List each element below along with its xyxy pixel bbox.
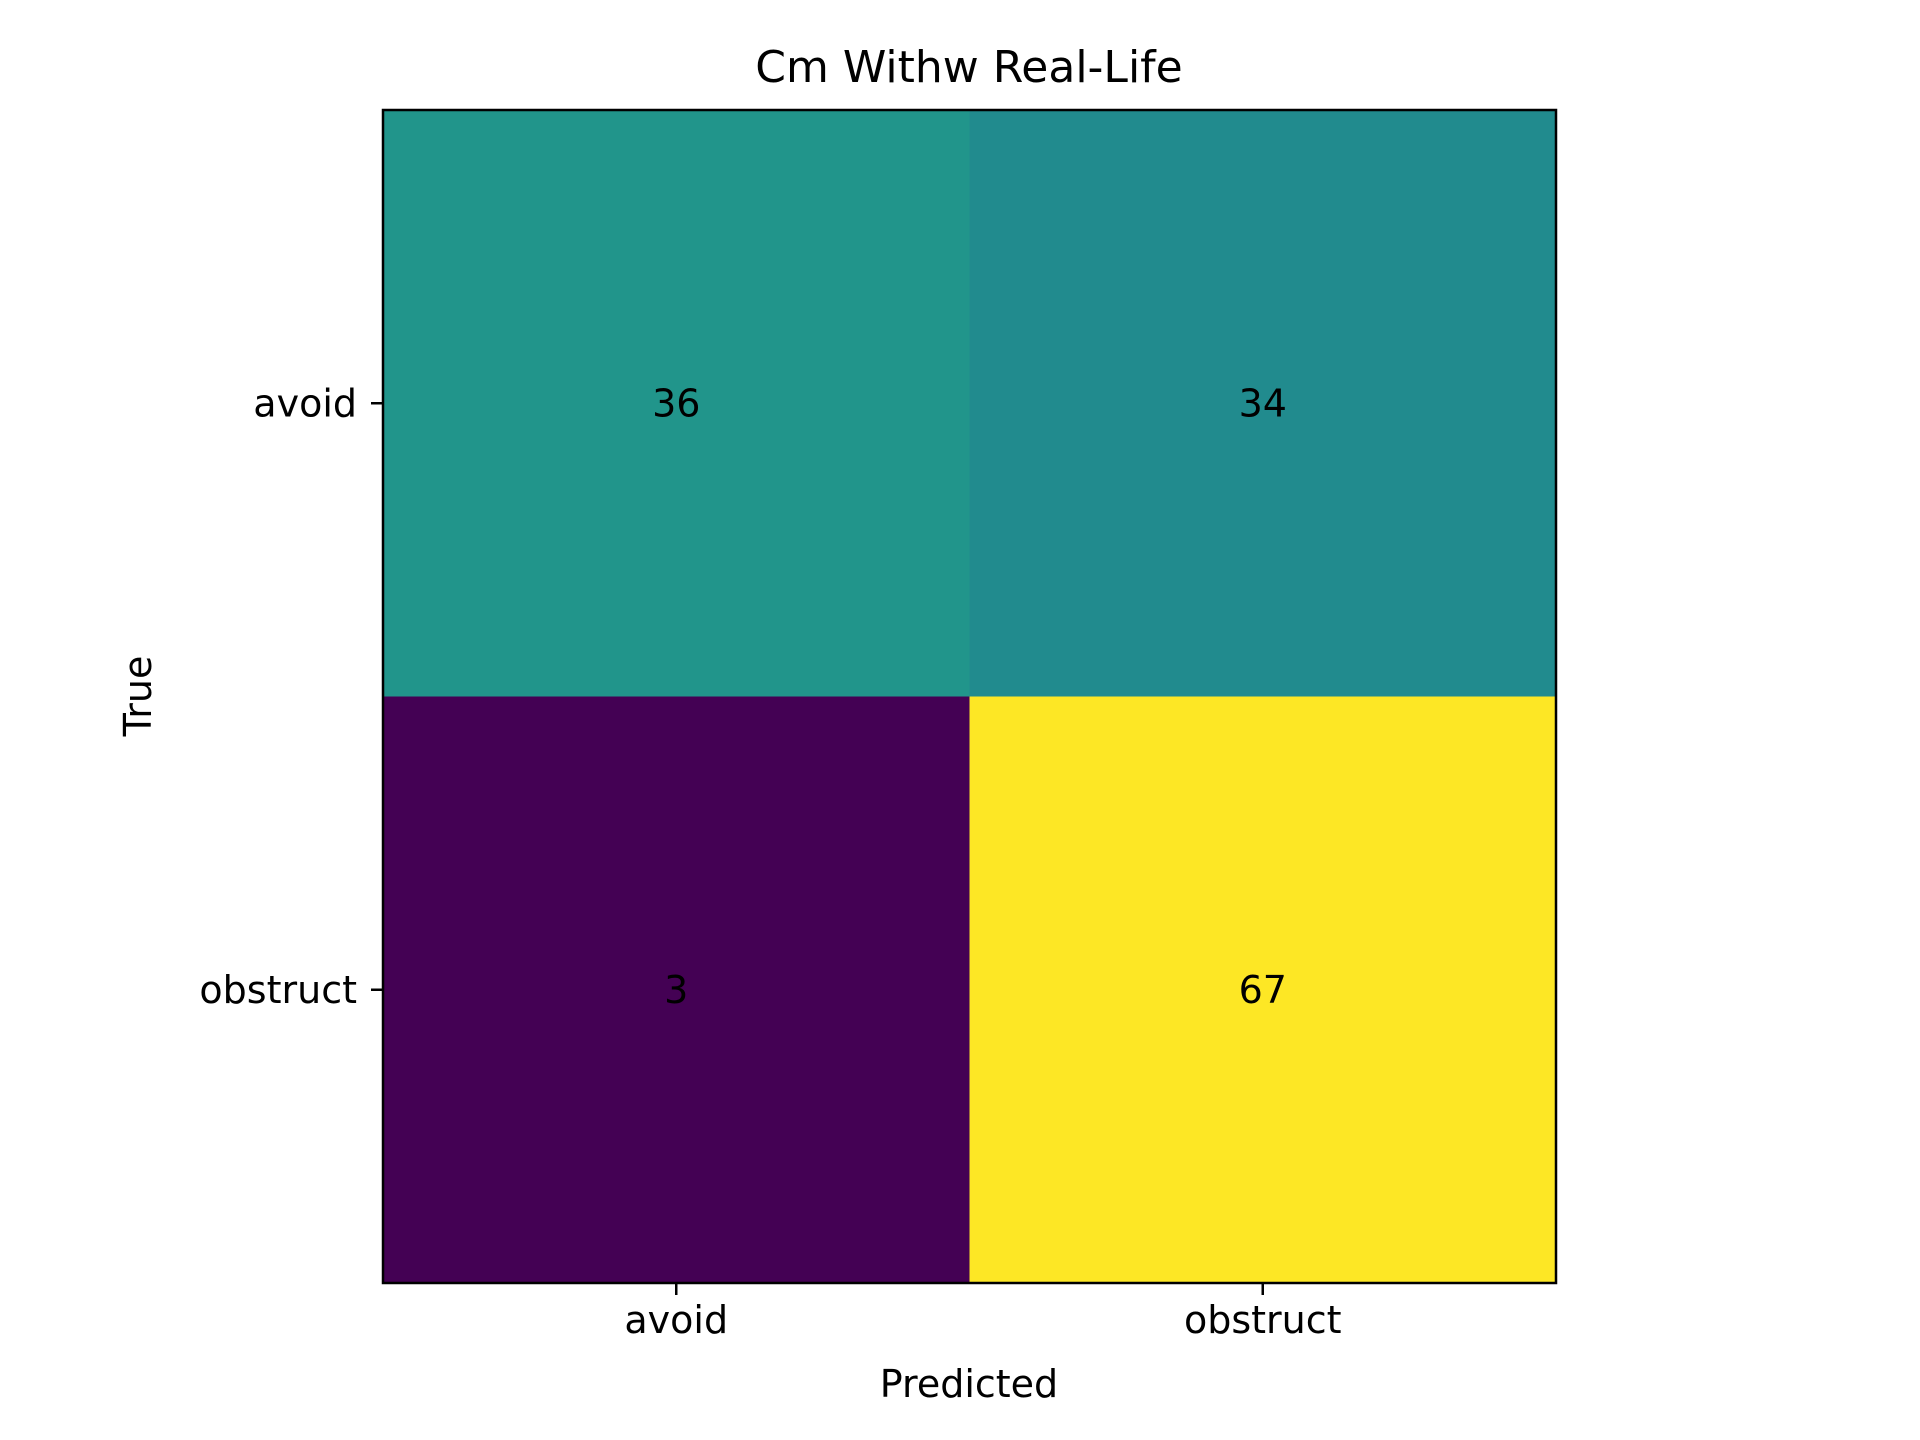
heatmap-cell-1-0 bbox=[383, 696, 970, 1283]
plot-frame bbox=[381, 108, 1558, 1285]
x-axis-ticks: avoid obstruct bbox=[624, 1283, 1342, 1342]
y-tick-label: avoid bbox=[253, 381, 357, 425]
y-axis-ticks: avoid obstruct bbox=[199, 381, 383, 1012]
heatmap-cell-1-1 bbox=[969, 696, 1556, 1283]
heatmap-cell-0-1 bbox=[969, 110, 1556, 697]
y-tick-label: obstruct bbox=[199, 968, 357, 1012]
chart-title: Cm Withw Real-Life bbox=[755, 42, 1182, 93]
x-tick-label: avoid bbox=[624, 1298, 728, 1342]
y-axis-label: True bbox=[116, 656, 160, 738]
heatmap-cell-0-0 bbox=[383, 110, 970, 697]
x-axis-label: Predicted bbox=[880, 1362, 1058, 1406]
cell-value-labels: 36 34 3 67 bbox=[652, 381, 1287, 1012]
x-tick-label: obstruct bbox=[1184, 1298, 1342, 1342]
cell-value-label-0-0: 36 bbox=[652, 381, 700, 425]
heatmap-cells bbox=[383, 110, 1556, 1283]
cell-value-label-1-1: 67 bbox=[1239, 968, 1287, 1012]
cell-value-label-1-0: 3 bbox=[664, 968, 688, 1012]
cell-value-label-0-1: 34 bbox=[1239, 381, 1287, 425]
